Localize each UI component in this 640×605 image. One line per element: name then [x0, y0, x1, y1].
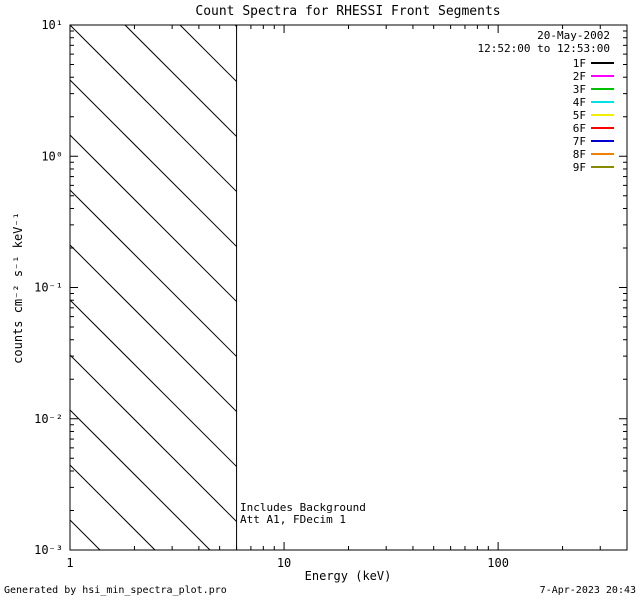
legend-time-range: 12:52:00 to 12:53:00 — [478, 42, 610, 55]
legend-entry: 5F — [573, 109, 614, 122]
x-tick-label: 10 — [277, 556, 291, 570]
hatch-line — [69, 24, 237, 192]
legend-entry-label: 7F — [573, 135, 586, 148]
legend-entry: 2F — [573, 70, 614, 83]
legend-entry: 7F — [573, 135, 614, 148]
legend-entry: 6F — [573, 122, 614, 135]
legend-entry-label: 3F — [573, 83, 586, 96]
axes — [69, 24, 628, 551]
hatch-line — [69, 244, 237, 412]
legend-entry-label: 6F — [573, 122, 586, 135]
tick-labels: 1 10 100 10⁻³ 10⁻² 10⁻¹ 10⁰ 10¹ — [34, 18, 509, 570]
y-axis-label: counts cm⁻² s⁻¹ keV⁻¹ — [11, 212, 25, 364]
annotation-includes-background: Includes Background — [240, 501, 366, 514]
hatch-line — [69, 354, 237, 522]
chart-title: Count Spectra for RHESSI Front Segments — [195, 4, 500, 19]
legend-date: 20-May-2002 — [537, 29, 610, 42]
annotation-attenuator-state: Att A1, FDecim 1 — [240, 513, 346, 526]
hatch-line — [69, 409, 211, 551]
legend-entry: 3F — [573, 83, 614, 96]
plot-frame — [69, 24, 628, 551]
x-axis-label: Energy (keV) — [305, 569, 392, 583]
y-tick-label: 10¹ — [41, 18, 63, 32]
y-tick-label: 10⁰ — [41, 149, 63, 163]
y-tick-label: 10⁻² — [34, 412, 63, 426]
hatch-line — [69, 79, 237, 247]
legend-entry: 9F — [573, 161, 614, 174]
legend-entry-label: 5F — [573, 109, 586, 122]
hatched-background-region — [69, 24, 237, 551]
hatch-line — [69, 464, 156, 551]
legend-entry: 1F — [573, 57, 614, 70]
legend-entry-label: 8F — [573, 148, 586, 161]
legend-entry-label: 2F — [573, 70, 586, 83]
legend-entry-label: 9F — [573, 161, 586, 174]
hatch-line — [69, 299, 237, 467]
legend: 20-May-2002 12:52:00 to 12:53:00 1F2F3F4… — [478, 29, 614, 174]
legend-entry-label: 4F — [573, 96, 586, 109]
hatch-line — [179, 24, 237, 82]
y-tick-label: 10⁻¹ — [34, 281, 63, 295]
hatch-line — [69, 519, 101, 551]
legend-entry-label: 1F — [573, 57, 586, 70]
x-tick-label: 1 — [66, 556, 73, 570]
footer-timestamp: 7-Apr-2023 20:43 — [540, 585, 636, 596]
footer-generated-by: Generated by hsi_min_spectra_plot.pro — [4, 585, 227, 596]
hatch-line — [124, 24, 237, 137]
hatch-line — [69, 134, 237, 302]
legend-entry: 8F — [573, 148, 614, 161]
hatch-line — [69, 189, 237, 357]
x-tick-label: 100 — [487, 556, 509, 570]
y-tick-label: 10⁻³ — [34, 543, 63, 557]
legend-entry: 4F — [573, 96, 614, 109]
